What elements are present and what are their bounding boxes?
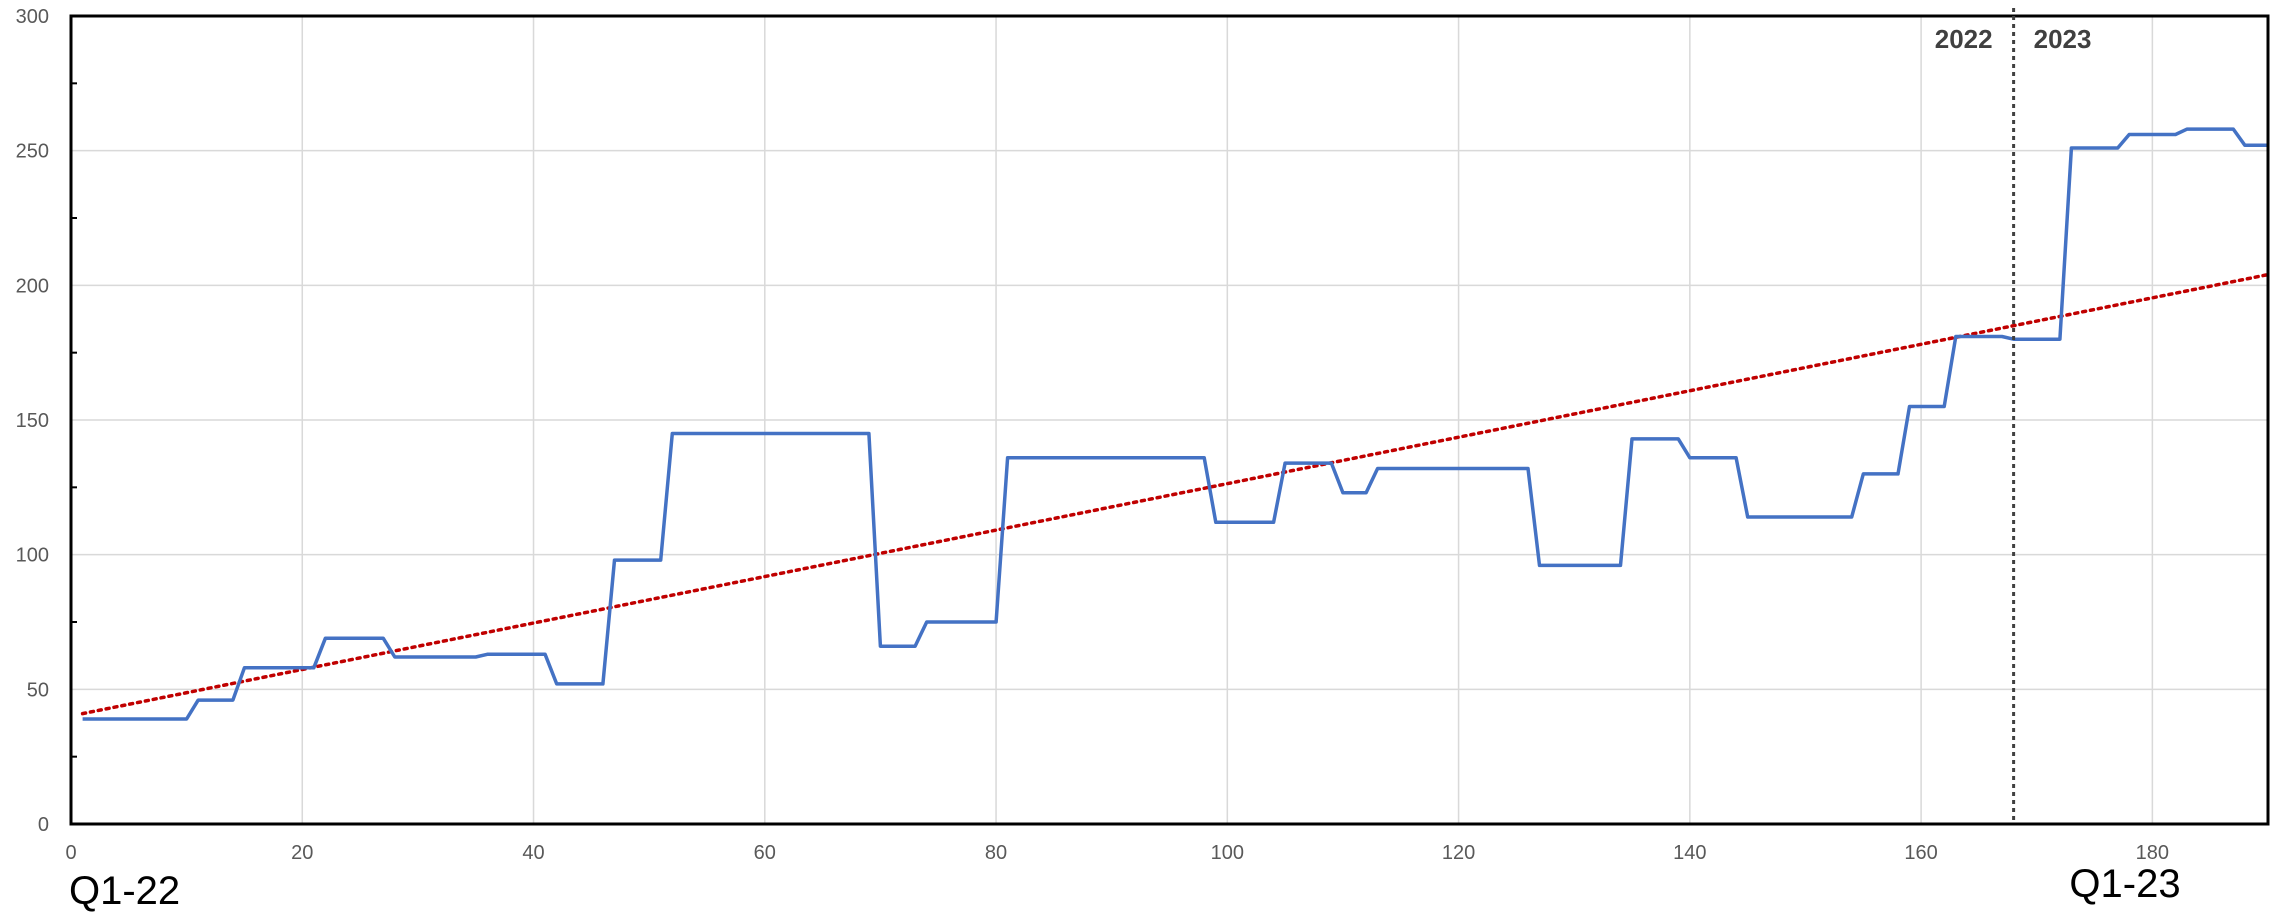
year-label-2023: 2023 — [2034, 24, 2092, 54]
y-tick-label: 150 — [16, 410, 49, 432]
x-tick-label: 180 — [2136, 842, 2169, 864]
x-tick-label: 20 — [291, 842, 313, 864]
y-tick-label: 0 — [38, 814, 49, 836]
axis-labels: 0 50 100 150 200 250 300 0 20 40 60 80 100 120 140 160 1… — [16, 6, 2169, 864]
x-tick-label: 120 — [1442, 842, 1475, 864]
year-label-2022: 2022 — [1935, 24, 1993, 54]
plot-frame — [69, 14, 2270, 826]
series-layer — [82, 127, 2268, 721]
minor-ticks — [71, 82, 77, 758]
period-start-label: Q1-22 — [69, 869, 180, 913]
x-tick-label: 100 — [1211, 842, 1244, 864]
y-tick-label: 250 — [16, 141, 49, 163]
x-tick-label: 140 — [1673, 842, 1706, 864]
x-tick-label: 40 — [522, 842, 544, 864]
trendline — [80, 272, 2270, 716]
y-tick-label: 50 — [27, 679, 49, 701]
gridlines — [71, 16, 2268, 824]
trendline-layer — [80, 272, 2270, 716]
period-end-label: Q1-23 — [2069, 862, 2180, 906]
y-tick-label: 300 — [16, 6, 49, 28]
x-tick-label: 0 — [65, 842, 76, 864]
x-tick-label: 60 — [754, 842, 776, 864]
series-line — [82, 127, 2268, 721]
x-tick-label: 80 — [985, 842, 1007, 864]
y-tick-label: 100 — [16, 545, 49, 567]
x-tick-label: 160 — [1904, 842, 1937, 864]
y-tick-label: 200 — [16, 275, 49, 297]
